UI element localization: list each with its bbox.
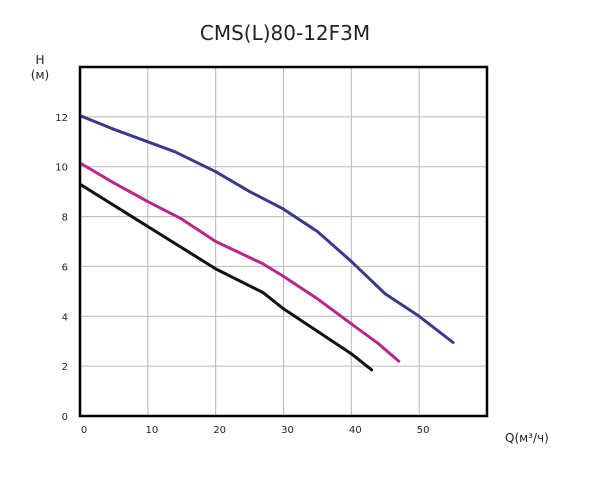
chart-title: CMS(L)80-12F3M [200,21,370,45]
x-axis-label: Q(м³/ч) [505,431,549,445]
x-tick-label: 40 [349,425,362,436]
y-tick-label: 8 [62,213,68,224]
series-lines [78,114,455,372]
y-tick-labels: 0 2 4 6 8 10 12 [55,113,68,423]
x-tick-label: 10 [145,425,158,436]
y-axis-unit: (м) [31,68,49,82]
x-tick-labels: 0 10 20 30 40 50 [81,425,430,436]
x-tick-label: 0 [81,425,87,436]
y-tick-label: 10 [55,163,68,174]
x-tick-label: 50 [417,425,430,436]
x-tick-label: 30 [281,425,294,436]
y-tick-label: 4 [62,312,68,323]
x-tick-label: 20 [213,425,226,436]
y-tick-label: 12 [55,113,68,124]
y-tick-label: 0 [62,412,68,423]
plot-frame [78,65,489,418]
y-axis-label: H [35,53,44,67]
grid [80,67,487,416]
y-tick-label: 6 [62,262,68,273]
series-line [78,161,401,363]
series-line [78,114,455,344]
y-tick-label: 2 [62,362,68,373]
series-line [78,182,374,372]
